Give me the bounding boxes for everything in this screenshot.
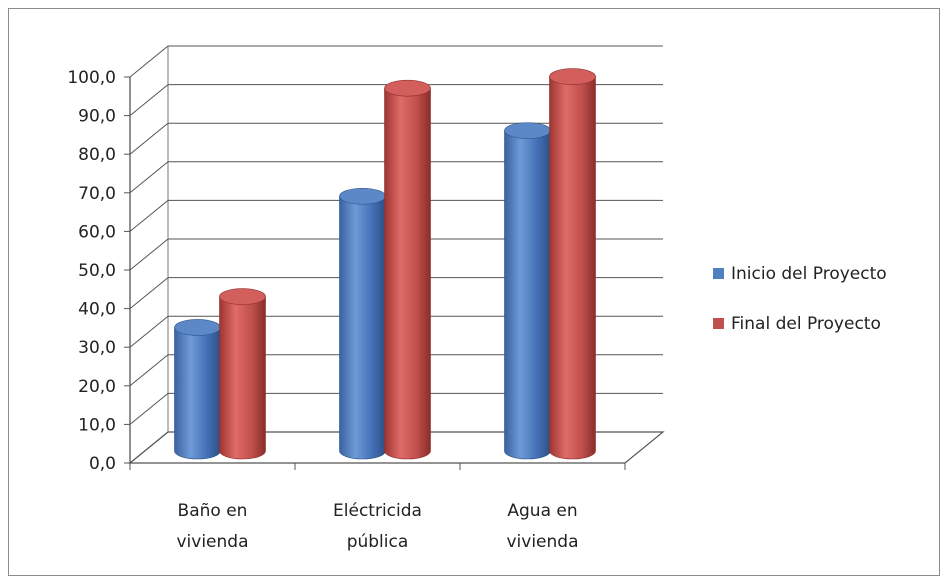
y-tick-label: 40,0 — [78, 300, 116, 320]
bar-body — [384, 87, 431, 460]
y-tick-label: 70,0 — [78, 184, 116, 204]
y-tick-label: 60,0 — [78, 222, 116, 242]
x-tick-label: Baño en — [178, 501, 248, 521]
x-tick-label: pública — [347, 532, 409, 552]
y-tick-label: 0,0 — [89, 454, 116, 474]
bar-body — [549, 76, 596, 460]
gridline-side — [129, 122, 169, 155]
legend-swatch — [713, 268, 724, 279]
y-tick-label: 80,0 — [78, 145, 116, 165]
bar-body — [339, 195, 386, 460]
legend: Inicio del Proyecto Final del Proyecto — [713, 264, 887, 334]
bar-top — [504, 122, 551, 139]
bar — [504, 122, 551, 460]
gridline-side — [129, 277, 169, 309]
bar — [174, 319, 221, 460]
x-axis: Baño en vivienda Eléctricida pública Agua en… — [129, 463, 626, 552]
bar — [549, 68, 596, 460]
gridline-side — [129, 45, 169, 78]
gridline-side — [129, 84, 169, 116]
gridline-side — [129, 354, 169, 387]
gridline-side — [129, 238, 169, 271]
bar-body — [174, 327, 221, 460]
bar-top — [219, 288, 266, 305]
chart-frame — [8, 8, 940, 576]
gridline-side — [129, 200, 169, 232]
legend-swatch — [713, 318, 724, 329]
legend-label: Final del Proyecto — [731, 314, 881, 334]
bars — [174, 68, 596, 460]
y-tick-label: 100,0 — [67, 68, 116, 88]
y-tick-label: 50,0 — [78, 261, 116, 281]
bar — [384, 79, 431, 460]
bar-top — [174, 319, 221, 336]
bar-top — [384, 79, 431, 97]
y-tick-label: 20,0 — [78, 377, 116, 397]
bar — [219, 288, 266, 460]
gridline-side — [129, 431, 169, 464]
x-tick-label: vivienda — [506, 532, 578, 552]
gridline-side — [129, 161, 169, 194]
gridline-side — [129, 393, 169, 425]
x-tick-label: vivienda — [176, 532, 248, 552]
bar — [339, 187, 386, 460]
y-tick-label: 10,0 — [78, 415, 116, 435]
y-axis: 0,0 10,0 20,0 30,0 40,0 50,0 60,0 70,0 80,0 90,0 1… — [67, 68, 131, 474]
y-tick-label: 30,0 — [78, 338, 116, 358]
y-tick-label: 90,0 — [78, 107, 116, 127]
bar-body — [504, 130, 551, 460]
x-tick-label: Eléctricida — [333, 501, 422, 521]
x-tick-label: Agua en — [507, 501, 577, 521]
legend-entry: Final del Proyecto — [713, 314, 881, 334]
bar-body — [219, 296, 266, 460]
bar-top — [339, 187, 386, 205]
bar-top — [549, 68, 596, 85]
gridline-side — [129, 315, 169, 348]
legend-label: Inicio del Proyecto — [731, 264, 887, 284]
legend-entry: Inicio del Proyecto — [713, 264, 887, 284]
